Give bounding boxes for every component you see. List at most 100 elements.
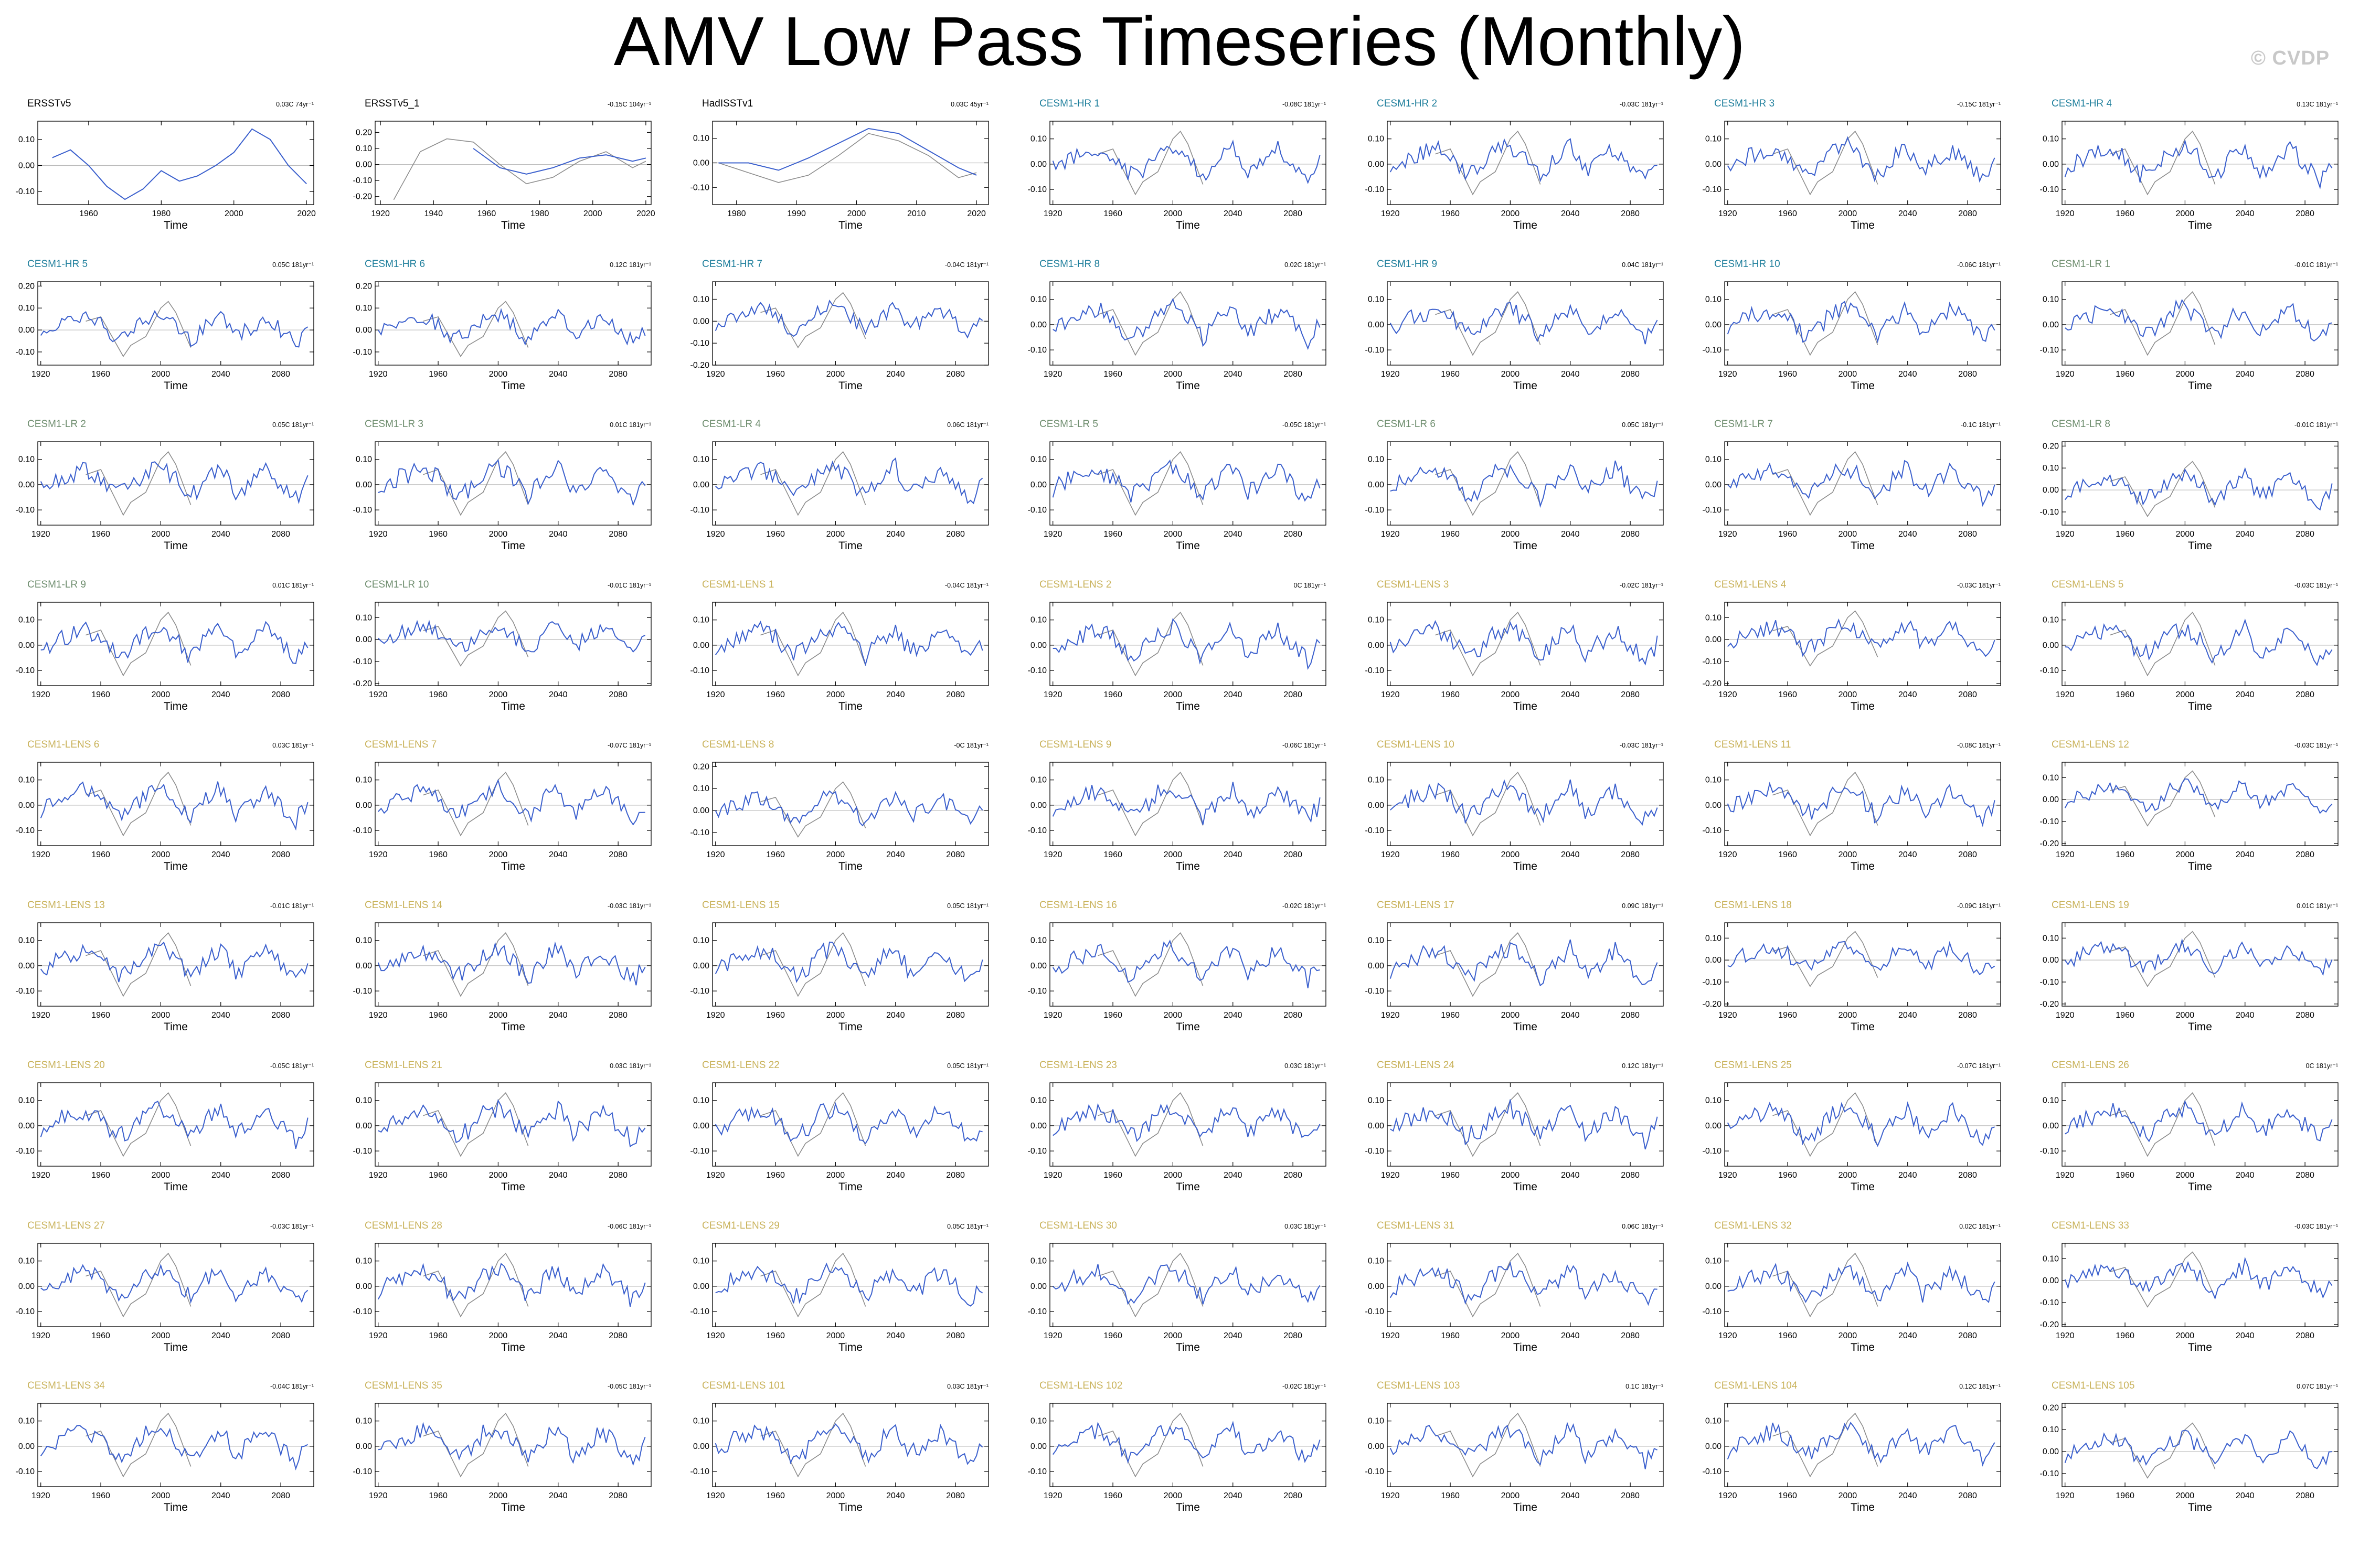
- panel-title: CESM1-LENS 6: [27, 739, 99, 750]
- x-tick-label: 2080: [2296, 1011, 2314, 1020]
- x-axis-label: Time: [1851, 860, 1875, 872]
- y-tick-label: -0.20: [1703, 679, 1722, 688]
- x-tick-label: 2000: [152, 1331, 171, 1340]
- x-tick-label: 2080: [2296, 1331, 2314, 1340]
- x-tick-label: 2080: [946, 1171, 965, 1180]
- plot-frame: [2062, 922, 2339, 1007]
- x-axis-label: Time: [838, 860, 863, 872]
- y-tick-label: 0.00: [693, 1282, 709, 1290]
- series-line: [40, 461, 309, 505]
- x-tick-label: 2080: [609, 530, 628, 539]
- x-tick-label: 1920: [1718, 1171, 1737, 1180]
- x-tick-label: 2000: [1501, 370, 1520, 379]
- y-tick-label: 0.00: [356, 481, 372, 489]
- y-tick-label: -0.10: [353, 1307, 373, 1316]
- y-tick-label: 0.10: [1705, 613, 1722, 622]
- y-tick-label: 0.00: [356, 635, 372, 644]
- plot-frame: [712, 762, 989, 846]
- x-tick-label: 2080: [1283, 690, 1302, 699]
- x-tick-label: 2000: [2176, 1331, 2195, 1340]
- y-tick-label: 0.00: [356, 961, 372, 970]
- panel-title: CESM1-HR 4: [2052, 98, 2112, 109]
- panel-title: CESM1-LENS 5: [2052, 579, 2123, 590]
- x-tick-label: 2040: [1898, 1171, 1917, 1180]
- x-tick-label: 2000: [826, 850, 845, 859]
- x-tick-label: 2040: [211, 1331, 230, 1340]
- x-tick-label: 1920: [31, 530, 50, 539]
- y-tick-label: 0.10: [356, 776, 372, 785]
- x-axis-label: Time: [1513, 219, 1537, 231]
- trend-label: -0.03C 181yr⁻¹: [1620, 742, 1663, 749]
- y-tick-label: 0.10: [356, 455, 372, 464]
- panel-title: CESM1-LENS 32: [1714, 1220, 1792, 1231]
- obs-series-line: [2110, 1251, 2216, 1308]
- x-tick-label: 1920: [1381, 209, 1400, 218]
- x-tick-label: 2010: [907, 209, 926, 218]
- trend-label: 0.12C 181yr⁻¹: [1959, 1383, 2001, 1390]
- obs-series-line: [2110, 611, 2216, 676]
- y-tick-label: -0.10: [16, 187, 35, 196]
- x-tick-label: 1920: [369, 1331, 388, 1340]
- x-tick-label: 2080: [609, 1011, 628, 1020]
- trend-label: -0.15C 104yr⁻¹: [608, 101, 651, 108]
- y-tick-label: 0.00: [1368, 801, 1384, 810]
- x-tick-label: 1920: [1718, 1491, 1737, 1500]
- x-tick-label: 1960: [766, 370, 785, 379]
- y-tick-label: 0.10: [1030, 135, 1047, 144]
- trend-label: 0.09C 181yr⁻¹: [1622, 902, 1663, 910]
- x-axis-label: Time: [1176, 1021, 1200, 1033]
- x-tick-label: 2000: [1839, 370, 1857, 379]
- obs-series-line: [1772, 1413, 1878, 1478]
- series-line: [40, 1101, 309, 1149]
- plot-frame: [1724, 762, 2001, 846]
- y-tick-label: 0.10: [1030, 1417, 1047, 1426]
- obs-series-line: [423, 610, 529, 667]
- y-tick-label: 0.00: [1030, 1122, 1047, 1130]
- y-tick-label: 0.00: [356, 801, 372, 810]
- x-tick-label: 2080: [1283, 1331, 1302, 1340]
- y-tick-label: -0.10: [353, 1147, 373, 1156]
- trend-label: -0.03C 181yr⁻¹: [2294, 1223, 2338, 1230]
- y-tick-label: 0.00: [1030, 961, 1047, 970]
- obs-series-line: [2110, 291, 2216, 356]
- series-line: [377, 619, 645, 653]
- x-axis-label: Time: [1513, 700, 1537, 712]
- x-tick-label: 2000: [2176, 1011, 2195, 1020]
- timeseries-panel: CESM1-LENS 31 0.06C 181yr⁻¹ 0.10 0.00 -0.10 1…: [1365, 1220, 1664, 1353]
- x-tick-label: 2000: [1164, 530, 1183, 539]
- series-line: [1727, 782, 1995, 827]
- panel-title: CESM1-LENS 27: [27, 1220, 105, 1231]
- x-axis-label: Time: [1851, 700, 1875, 712]
- x-tick-label: 1960: [1103, 1011, 1122, 1020]
- y-tick-label: 0.10: [693, 936, 709, 945]
- x-tick-label: 1960: [1778, 370, 1797, 379]
- series-line: [1727, 1101, 1995, 1147]
- obs-series-line: [718, 133, 977, 183]
- timeseries-panel: CESM1-LENS 28 -0.06C 181yr⁻¹ 0.10 0.00 -0.10…: [353, 1220, 652, 1353]
- x-tick-label: 2040: [1898, 1011, 1917, 1020]
- x-tick-label: 1980: [727, 209, 746, 218]
- x-tick-label: 2040: [211, 690, 230, 699]
- series-line: [40, 310, 309, 348]
- panel-title: CESM1-LENS 31: [1377, 1220, 1454, 1231]
- panel-title: CESM1-LENS 101: [702, 1380, 785, 1391]
- x-tick-label: 2040: [549, 1011, 568, 1020]
- x-tick-label: 2000: [489, 530, 508, 539]
- series-line: [1052, 459, 1321, 503]
- series-line: [715, 1423, 983, 1465]
- y-tick-label: 0.00: [18, 1442, 35, 1451]
- x-tick-label: 2040: [1898, 209, 1917, 218]
- timeseries-panel: CESM1-LENS 5 -0.03C 181yr⁻¹ 0.10 0.00 -0.10 1…: [2040, 579, 2339, 712]
- y-tick-label: 0.10: [2043, 135, 2059, 144]
- y-tick-label: 0.00: [1705, 635, 1722, 644]
- y-tick-label: 0.00: [1705, 1282, 1722, 1290]
- series-line: [40, 621, 309, 664]
- trend-label: -0.03C 181yr⁻¹: [1620, 101, 1663, 108]
- y-tick-label: 0.10: [18, 1417, 35, 1426]
- x-tick-label: 1960: [766, 530, 785, 539]
- x-tick-label: 2000: [489, 1171, 508, 1180]
- x-tick-label: 1980: [530, 209, 549, 218]
- x-axis-label: Time: [1513, 1501, 1537, 1513]
- plot-frame: [1049, 601, 1326, 686]
- x-tick-label: 1960: [1778, 530, 1797, 539]
